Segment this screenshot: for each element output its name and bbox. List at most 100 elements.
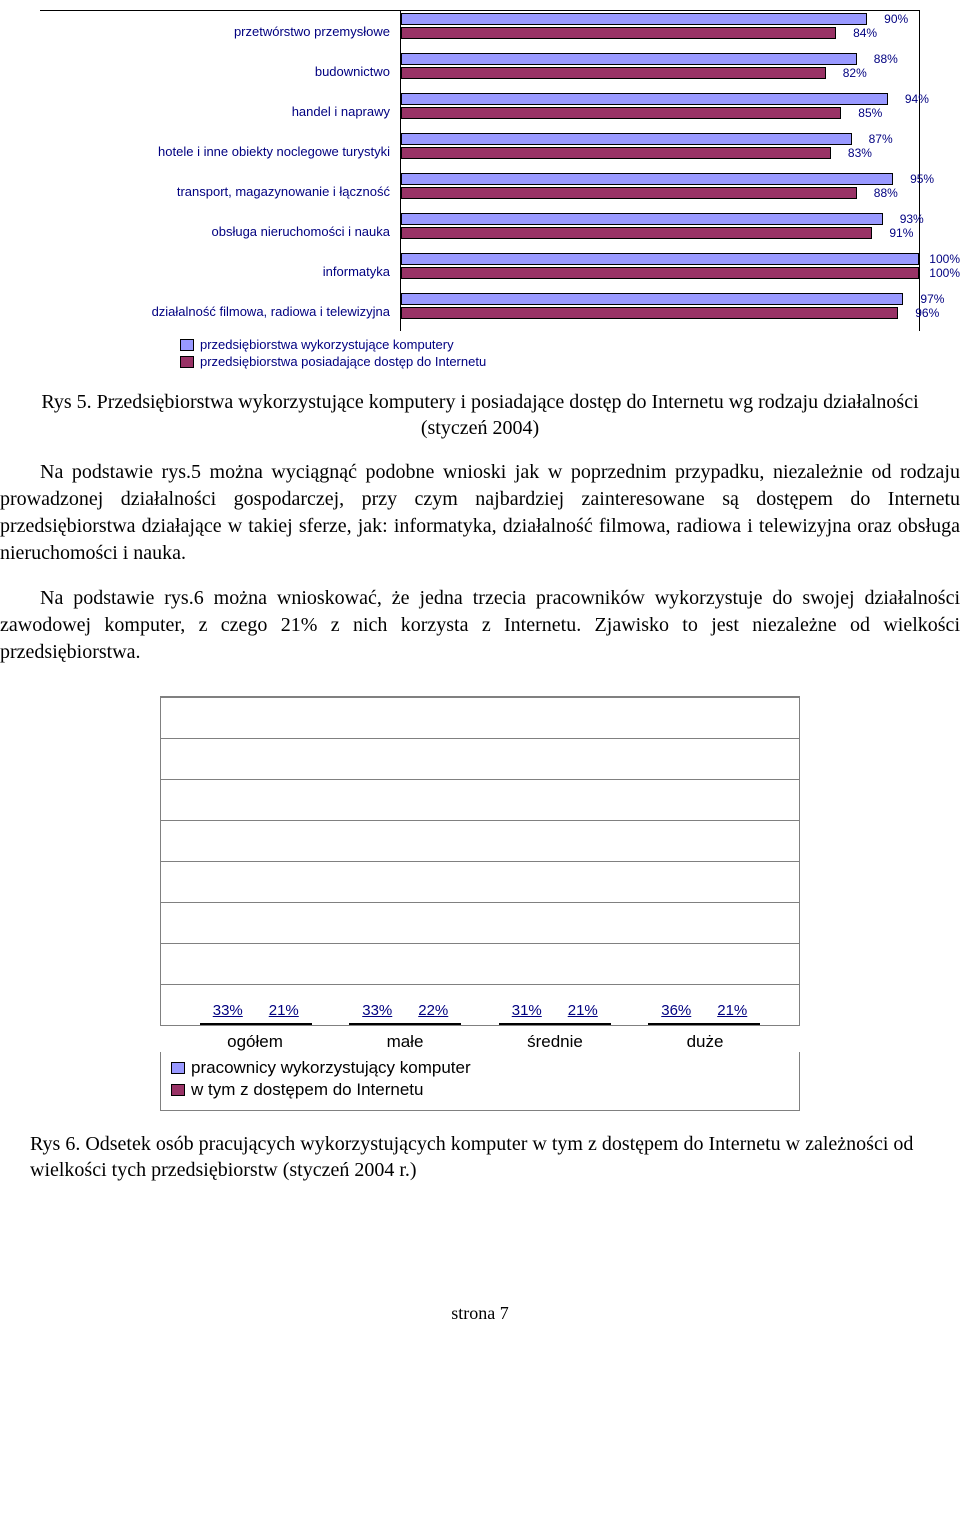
chart1-value-label: 96% [915,306,939,320]
legend-label-1: pracownicy wykorzystujący komputer [191,1058,471,1078]
chart1-bar: 82% [401,67,826,79]
chart1-bar-group: 88%82% [400,51,919,91]
chart1-bar: 95% [401,173,893,185]
chart2-xaxis: ogółem małe średnie duże [160,1026,800,1052]
chart1-bar: 94% [401,93,888,105]
chart1-bar: 83% [401,147,831,159]
chart1-plot: przetwórstwo przemysłowe90%84%budownictw… [40,10,920,331]
chart2-category-label: małe [345,1032,465,1052]
chart1-row: transport, magazynowanie i łączność95%88… [40,171,919,211]
chart2-value-label: 22% [418,1002,448,1019]
chart1-row: obsługa nieruchomości i nauka93% 91% [40,211,919,251]
legend-label-2: w tym z dostępem do Internetu [191,1080,423,1100]
chart1-category-label: handel i naprawy [40,104,400,119]
chart1-bar-group: 93% 91% [400,211,919,251]
chart2-category-label: ogółem [195,1032,315,1052]
chart1-bar-group: 90%84% [400,11,919,51]
chart1-bar: 93% [401,213,883,225]
legend-swatch-1 [171,1062,185,1074]
chart1-bar: 91% [401,227,872,239]
chart1-value-label: 88% [874,52,898,66]
chart1-category-label: działalność filmowa, radiowa i telewizyj… [40,304,400,319]
chart2-bar: 36% [648,1023,704,1025]
chart1-row: handel i naprawy94%85% [40,91,919,131]
chart2-bar: 33% [200,1023,256,1025]
chart1-value-label: 82% [843,66,867,80]
chart1-row: budownictwo88%82% [40,51,919,91]
chart2-value-label: 36% [661,1002,691,1019]
chart2-category-label: średnie [495,1032,615,1052]
chart2-value-label: 21% [568,1002,598,1019]
chart1-value-label: 88% [874,186,898,200]
legend-swatch-1 [180,339,194,351]
chart2-bar-group: 33%21% [200,1023,312,1025]
chart1-bar: 87% [401,133,852,145]
chart2-bar: 33% [349,1023,405,1025]
chart1-category-label: budownictwo [40,64,400,79]
chart1-value-label: 83% [848,146,872,160]
legend-swatch-2 [180,356,194,368]
paragraph-2: Na podstawie rys.6 można wnioskować, że … [0,585,960,666]
chart1-value-label: 93% [900,212,924,226]
chart1-row: informatyka100% 100% [40,251,919,291]
chart1-category-label: hotele i inne obiekty noclegowe turystyk… [40,144,400,159]
chart2-bar: 31% [499,1023,555,1025]
chart1-bar: 97% [401,293,903,305]
chart2-bar-group: 31%21% [499,1023,611,1025]
chart1-value-label: 84% [853,26,877,40]
chart1-row: działalność filmowa, radiowa i telewizyj… [40,291,919,331]
chart1-bar-group: 94%85% [400,91,919,131]
chart1-value-label: 85% [858,106,882,120]
chart2-bar-group: 36%21% [648,1023,760,1025]
chart1-bar-group: 87%83% [400,131,919,171]
chart2-category-label: duże [645,1032,765,1052]
chart2-value-label: 21% [717,1002,747,1019]
chart2-legend: pracownicy wykorzystujący komputer w tym… [160,1052,800,1111]
chart1-value-label: 91% [889,226,913,240]
page-footer: strona 7 [0,1303,960,1344]
chart2-bar: 21% [555,1023,611,1025]
chart1-value-label: 95% [910,172,934,186]
chart2-plot: 33%21%33%22%31%21%36%21% [160,696,800,1026]
chart2: 33%21%33%22%31%21%36%21% ogółemmałeśredn… [160,696,800,1111]
chart1-bar: 100% [401,267,919,279]
chart2-value-label: 31% [512,1002,542,1019]
chart2-value-label: 21% [269,1002,299,1019]
chart1-row: przetwórstwo przemysłowe90%84% [40,11,919,51]
chart1-bar: 84% [401,27,836,39]
chart1-bar: 96% [401,307,898,319]
chart2-value-label: 33% [362,1002,392,1019]
legend-label-1: przedsiębiorstwa wykorzystujące komputer… [200,337,454,352]
chart1-bar-group: 100% 100% [400,251,919,291]
chart1-category-label: obsługa nieruchomości i nauka [40,224,400,239]
chart2-bar: 22% [405,1023,461,1025]
chart1-row: hotele i inne obiekty noclegowe turystyk… [40,131,919,171]
chart1-bar: 88% [401,53,857,65]
chart1-category-label: informatyka [40,264,400,279]
chart1-bar-group: 97%96% [400,291,919,331]
chart2-value-label: 33% [213,1002,243,1019]
paragraph-1: Na podstawie rys.5 można wyciągnąć podob… [0,459,960,567]
chart1-value-label: 100% [929,252,960,266]
chart1-bar-group: 95%88% [400,171,919,211]
chart1-value-label: 87% [869,132,893,146]
chart1-category-label: przetwórstwo przemysłowe [40,24,400,39]
chart1-bar: 100% [401,253,919,265]
chart1: przetwórstwo przemysłowe90%84%budownictw… [40,10,920,369]
chart1-category-label: transport, magazynowanie i łączność [40,184,400,199]
chart2-bar: 21% [256,1023,312,1025]
chart2-bar: 21% [704,1023,760,1025]
chart2-bar-group: 33%22% [349,1023,461,1025]
chart1-value-label: 100% [929,266,960,280]
legend-label-2: przedsiębiorstwa posiadające dostęp do I… [200,354,486,369]
chart1-bar: 85% [401,107,841,119]
chart1-bar: 90% [401,13,867,25]
caption-rys5: Rys 5. Przedsiębiorstwa wykorzystujące k… [30,389,930,441]
chart1-bar: 88% [401,187,857,199]
chart1-value-label: 90% [884,12,908,26]
chart2-gridlines [161,697,799,1025]
chart1-legend: przedsiębiorstwa wykorzystujące komputer… [40,337,920,369]
caption-rys6: Rys 6. Odsetek osób pracujących wykorzys… [30,1131,930,1183]
chart1-value-label: 94% [905,92,929,106]
chart1-value-label: 97% [920,292,944,306]
